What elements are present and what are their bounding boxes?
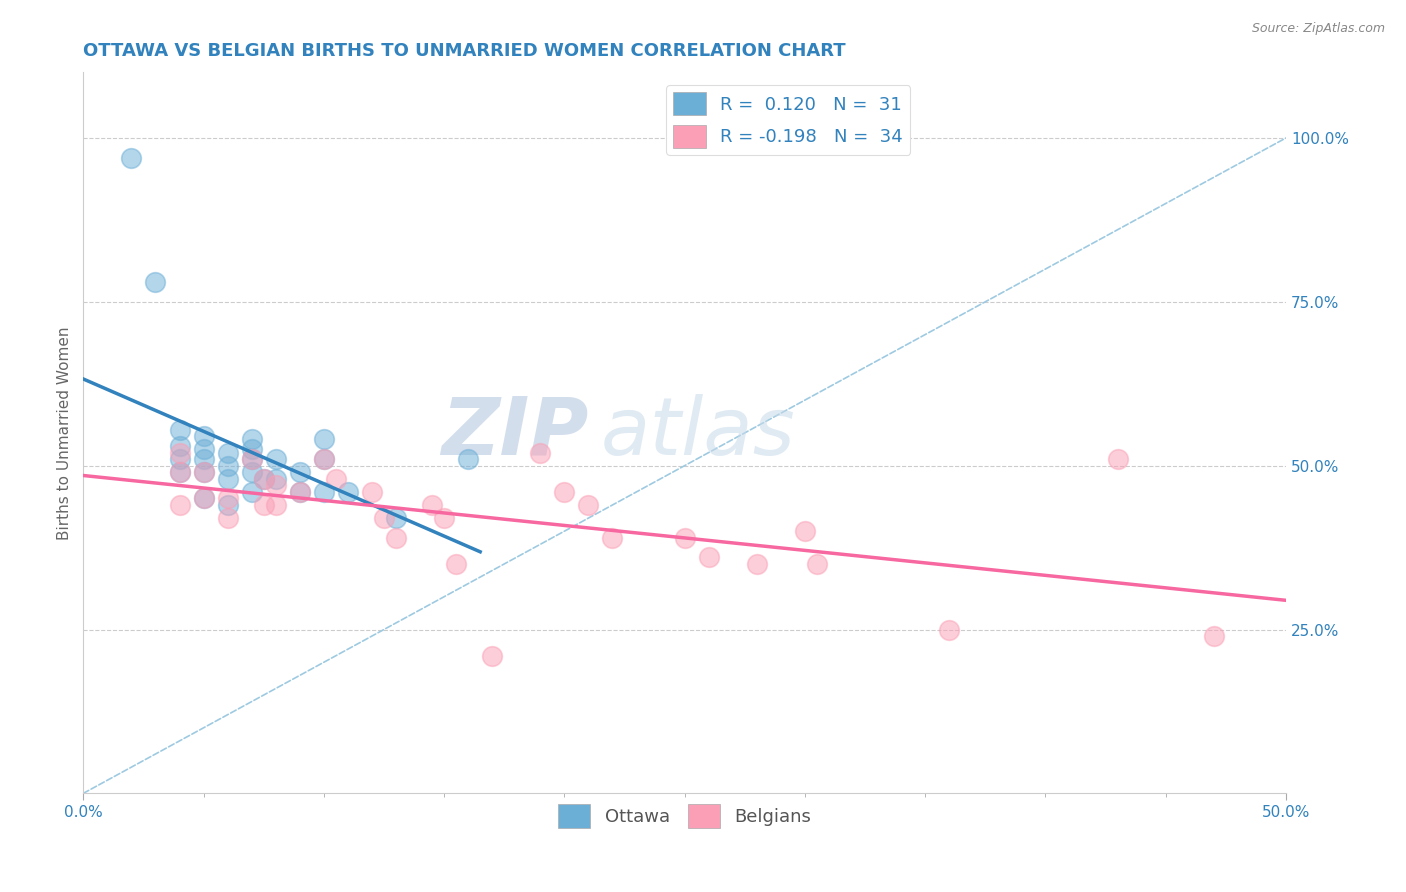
Text: OTTAWA VS BELGIAN BIRTHS TO UNMARRIED WOMEN CORRELATION CHART: OTTAWA VS BELGIAN BIRTHS TO UNMARRIED WO… xyxy=(83,42,846,60)
Point xyxy=(457,452,479,467)
Point xyxy=(325,472,347,486)
Text: atlas: atlas xyxy=(600,394,796,472)
Point xyxy=(217,511,239,525)
Point xyxy=(253,472,276,486)
Point xyxy=(217,491,239,506)
Point xyxy=(312,484,335,499)
Point xyxy=(169,439,191,453)
Point xyxy=(240,452,263,467)
Point xyxy=(217,498,239,512)
Point xyxy=(385,531,408,545)
Point xyxy=(312,433,335,447)
Point xyxy=(529,445,551,459)
Point xyxy=(697,550,720,565)
Point xyxy=(385,511,408,525)
Point xyxy=(240,442,263,457)
Legend: Ottawa, Belgians: Ottawa, Belgians xyxy=(550,797,818,835)
Point xyxy=(193,442,215,457)
Point xyxy=(481,648,503,663)
Point xyxy=(193,491,215,506)
Point xyxy=(1202,629,1225,643)
Point xyxy=(553,484,575,499)
Point xyxy=(361,484,384,499)
Point xyxy=(240,465,263,479)
Point xyxy=(312,452,335,467)
Point xyxy=(169,465,191,479)
Point xyxy=(264,472,287,486)
Point xyxy=(253,472,276,486)
Point xyxy=(217,458,239,473)
Point xyxy=(240,484,263,499)
Point xyxy=(253,498,276,512)
Point xyxy=(264,498,287,512)
Point xyxy=(288,465,311,479)
Point xyxy=(1107,452,1129,467)
Point xyxy=(193,429,215,443)
Point xyxy=(336,484,359,499)
Point xyxy=(169,423,191,437)
Point xyxy=(793,524,815,539)
Point xyxy=(312,452,335,467)
Point xyxy=(745,557,768,571)
Point xyxy=(169,452,191,467)
Point xyxy=(240,433,263,447)
Point xyxy=(193,465,215,479)
Point xyxy=(420,498,443,512)
Point xyxy=(433,511,456,525)
Point xyxy=(145,275,167,289)
Point xyxy=(169,465,191,479)
Point xyxy=(288,484,311,499)
Point xyxy=(240,452,263,467)
Point xyxy=(193,452,215,467)
Point xyxy=(217,445,239,459)
Point xyxy=(444,557,467,571)
Point xyxy=(578,498,600,512)
Point xyxy=(938,623,960,637)
Point xyxy=(264,478,287,492)
Point xyxy=(373,511,395,525)
Point xyxy=(673,531,696,545)
Point xyxy=(120,151,142,165)
Point xyxy=(193,465,215,479)
Y-axis label: Births to Unmarried Women: Births to Unmarried Women xyxy=(58,326,72,540)
Point xyxy=(169,498,191,512)
Point xyxy=(602,531,624,545)
Point xyxy=(169,445,191,459)
Text: Source: ZipAtlas.com: Source: ZipAtlas.com xyxy=(1251,22,1385,36)
Point xyxy=(288,484,311,499)
Point xyxy=(806,557,828,571)
Text: ZIP: ZIP xyxy=(441,394,589,472)
Point xyxy=(217,472,239,486)
Point xyxy=(264,452,287,467)
Point xyxy=(193,491,215,506)
